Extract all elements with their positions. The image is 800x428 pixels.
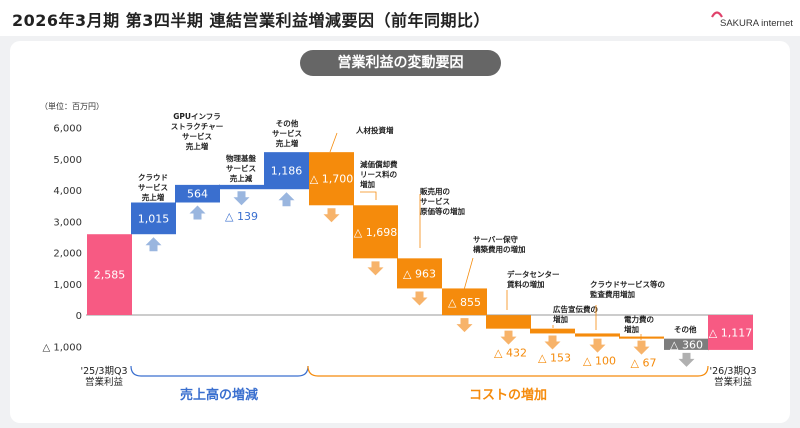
page-title: 2026年3月期 第3四半期 連結営業利益増減要因（前年同期比） <box>12 11 490 30</box>
bar-annotation: データセンター賃料の増加 <box>506 269 560 289</box>
bar-value-label: △ 1,698 <box>354 226 397 239</box>
bar-audit <box>575 333 620 337</box>
logo-text: SAKURA internet <box>720 18 793 29</box>
y-tick-label: 5,000 <box>53 155 82 166</box>
sakura-logo-icon <box>711 11 723 18</box>
y-tick-label: △ 1,000 <box>43 342 83 353</box>
bar-other_rev <box>264 152 309 190</box>
bar-gpu <box>175 184 220 203</box>
bar-annotation: その他サービス売上増 <box>272 118 302 148</box>
bar-annotation: クラウドサービス等の監査費用増加 <box>590 279 665 299</box>
bar-personnel <box>309 152 354 206</box>
bar-value-label: 564 <box>187 188 208 201</box>
bar-value-label: △ 1,700 <box>310 173 353 186</box>
y-tick-label: 4,000 <box>53 186 82 197</box>
down-arrow-icon <box>633 340 650 355</box>
down-arrow-icon <box>589 338 606 353</box>
bar-value-label: △ 100 <box>583 355 616 368</box>
bar-physical <box>219 184 264 190</box>
up-arrow-icon <box>189 205 206 220</box>
bar-value-label: △ 855 <box>448 296 481 309</box>
y-tick-label: 1,000 <box>53 280 82 291</box>
bar-value-label: △ 139 <box>225 210 258 223</box>
bar-value-label: 1,186 <box>271 165 303 178</box>
bar-annotation: その他 <box>674 324 697 334</box>
bar-value-label: △ 1,117 <box>709 326 752 339</box>
bar-annotation: 減価償却費リース料の増加 <box>360 159 398 189</box>
chart-subtitle: 営業利益の変動要因 <box>300 50 501 76</box>
bar-annotation: 人材投資増 <box>356 125 394 135</box>
bar-annotation: クラウドサービス売上増 <box>138 172 168 202</box>
bar-cloud <box>131 202 176 235</box>
bar-annotation: サーバー保守構築費用の増加 <box>473 234 526 254</box>
x-category-label: '26/3期Q3 営業利益 <box>710 366 757 388</box>
y-tick-label: 2,000 <box>53 249 82 260</box>
down-arrow-icon <box>411 291 428 306</box>
down-arrow-icon <box>323 208 340 223</box>
bar-end <box>708 315 753 350</box>
company-logo: SAKURA internet <box>706 8 796 30</box>
down-arrow-icon <box>456 318 473 333</box>
bar-datacenter <box>486 315 531 329</box>
annotation-leader-line <box>329 132 338 153</box>
bar-start <box>87 234 132 315</box>
unit-label: （単位：百万円） <box>40 101 104 111</box>
bar-value-label: △ 67 <box>631 357 657 370</box>
down-arrow-icon <box>500 330 517 345</box>
bar-annotation: GPUインフラストラクチャーサービス売上増 <box>171 112 223 151</box>
bar-value-label: △ 432 <box>494 347 527 360</box>
bar-value-label: △ 360 <box>670 338 703 351</box>
annotation-leader-line <box>360 191 377 200</box>
down-arrow-icon <box>233 191 250 206</box>
group-label-cost: コストの増加 <box>469 387 547 403</box>
down-arrow-icon <box>544 335 561 350</box>
bar-annotation: 広告宣伝費の増加 <box>553 304 598 324</box>
down-arrow-icon <box>367 261 384 276</box>
up-arrow-icon <box>145 237 162 252</box>
bar-annotation: 物理基盤サービス売上減 <box>226 153 256 183</box>
bar-other_cost <box>664 338 709 350</box>
group-bracket-revenue <box>130 365 309 377</box>
group-label-revenue: 売上高の増減 <box>180 387 258 403</box>
bar-power <box>619 336 664 339</box>
bar-server <box>442 288 487 316</box>
bar-value-label: △ 153 <box>538 351 571 364</box>
up-arrow-icon <box>278 192 295 207</box>
annotation-leader-line <box>463 257 474 291</box>
bar-value-label: △ 963 <box>403 267 436 280</box>
group-bracket-cost <box>307 365 709 377</box>
bar-value-label: 1,015 <box>138 212 170 225</box>
bar-cogs <box>397 258 442 289</box>
down-arrow-icon <box>678 352 695 367</box>
header-bar: 2026年3月期 第3四半期 連結営業利益増減要因（前年同期比） SAKURA … <box>0 0 800 36</box>
bar-annotation: 販売用のサービス原価等の増加 <box>420 186 465 216</box>
bar-depreciation <box>353 205 398 259</box>
y-tick-label: 6,000 <box>53 124 82 135</box>
x-category-label: '25/3期Q3 営業利益 <box>81 366 128 388</box>
y-tick-label: 0 <box>76 311 82 322</box>
bar-annotation: 電力費の増加 <box>624 314 654 334</box>
y-tick-label: 3,000 <box>53 217 82 228</box>
bar-ads <box>530 328 575 334</box>
bar-value-label: 2,585 <box>94 269 126 282</box>
